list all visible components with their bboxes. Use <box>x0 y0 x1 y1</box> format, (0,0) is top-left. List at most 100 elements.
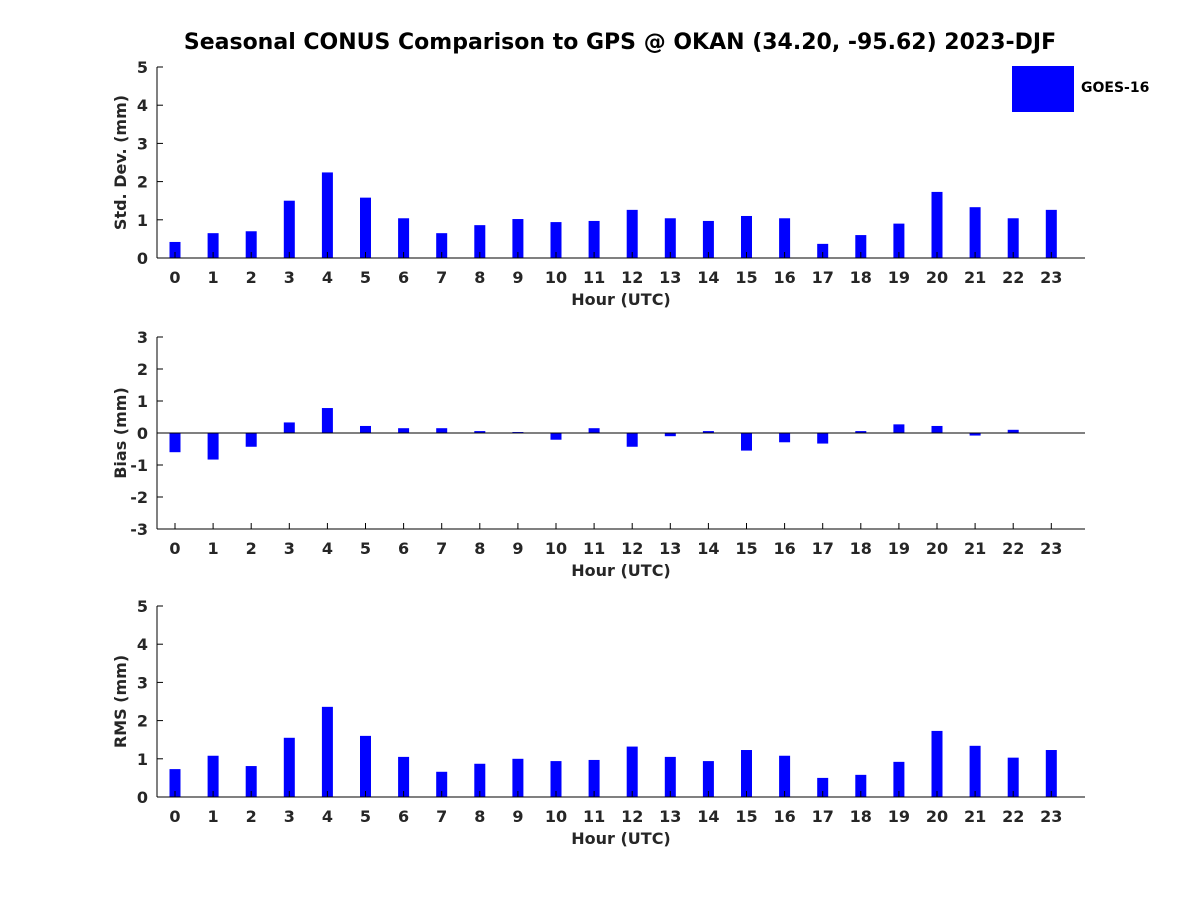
x-tick-label: 20 <box>926 268 948 287</box>
bar <box>512 219 524 258</box>
x-tick-label: 15 <box>735 268 757 287</box>
bar <box>550 761 562 797</box>
x-tick-label: 6 <box>398 268 409 287</box>
bar <box>207 233 219 258</box>
bar <box>283 422 295 433</box>
x-tick-label: 2 <box>246 539 257 558</box>
x-tick-label: 19 <box>888 807 910 826</box>
bar <box>741 750 752 797</box>
bar <box>169 241 181 258</box>
bar <box>474 431 486 433</box>
y-tick-label: 0 <box>137 788 148 807</box>
y-tick-label: 3 <box>137 673 148 692</box>
x-tick-label: 9 <box>512 268 523 287</box>
x-tick-label: 8 <box>474 539 485 558</box>
x-tick-label: 9 <box>512 539 523 558</box>
x-tick-label: 21 <box>964 539 986 558</box>
bar <box>169 433 181 453</box>
chart-title: Seasonal CONUS Comparison to GPS @ OKAN … <box>183 30 1057 55</box>
bar <box>779 218 791 258</box>
x-tick-label: 2 <box>246 807 257 826</box>
y-tick-label: -1 <box>130 456 148 475</box>
bar <box>321 408 333 433</box>
bar <box>855 235 867 258</box>
bar <box>245 766 257 797</box>
x-tick-label: 19 <box>888 268 910 287</box>
y-tick-label: -3 <box>130 520 148 539</box>
bar <box>588 759 600 797</box>
x-tick-label: 0 <box>169 539 180 558</box>
y-tick-label: 1 <box>137 750 148 769</box>
x-tick-label: 20 <box>926 539 948 558</box>
x-tick-label: 23 <box>1040 268 1062 287</box>
x-tick-label: 14 <box>697 268 719 287</box>
bar <box>817 777 829 797</box>
bar <box>893 761 905 797</box>
bar <box>550 222 562 258</box>
x-tick-label: 19 <box>888 539 910 558</box>
x-tick-label: 22 <box>1002 539 1024 558</box>
x-tick-label: 11 <box>583 268 605 287</box>
y-tick-label: 0 <box>137 424 148 443</box>
bar <box>931 425 943 433</box>
bar <box>436 233 448 258</box>
bar <box>702 761 714 797</box>
x-tick-label: 7 <box>436 807 447 826</box>
y-tick-label: 1 <box>137 211 148 230</box>
x-tick-label: 8 <box>474 268 485 287</box>
x-tick-label: 13 <box>659 268 681 287</box>
bar <box>436 771 448 797</box>
x-tick-label: 13 <box>659 539 681 558</box>
x-tick-label: 14 <box>697 539 719 558</box>
x-tick-label: 23 <box>1040 539 1062 558</box>
x-tick-label: 15 <box>735 807 757 826</box>
x-tick-label: 13 <box>659 807 681 826</box>
bar <box>588 428 600 433</box>
bar <box>245 433 257 447</box>
bar <box>398 428 410 433</box>
x-tick-label: 16 <box>773 268 795 287</box>
x-tick-label: 4 <box>322 539 333 558</box>
bar <box>207 433 219 460</box>
x-tick-label: 6 <box>398 539 409 558</box>
bar <box>245 231 257 258</box>
bar <box>474 225 486 258</box>
bar <box>283 737 295 797</box>
y-tick-label: 0 <box>137 249 148 268</box>
bar <box>398 218 410 258</box>
bar <box>360 197 371 258</box>
bar <box>626 433 638 447</box>
legend-label: GOES-16 <box>1081 80 1150 96</box>
bar <box>321 172 333 258</box>
x-axis-label: Hour (UTC) <box>571 561 671 580</box>
bar <box>1007 429 1019 433</box>
x-tick-label: 5 <box>360 807 371 826</box>
x-tick-label: 16 <box>773 539 795 558</box>
bar <box>588 220 600 258</box>
bar <box>702 431 714 433</box>
x-tick-label: 21 <box>964 807 986 826</box>
bar <box>664 218 676 258</box>
x-tick-label: 0 <box>169 807 180 826</box>
bar <box>931 191 943 258</box>
x-tick-label: 3 <box>284 268 295 287</box>
bar <box>626 209 638 258</box>
x-tick-label: 7 <box>436 539 447 558</box>
x-tick-label: 4 <box>322 807 333 826</box>
x-tick-label: 10 <box>545 268 567 287</box>
x-tick-label: 20 <box>926 807 948 826</box>
y-tick-label: 5 <box>137 58 148 77</box>
x-tick-label: 10 <box>545 807 567 826</box>
x-tick-label: 5 <box>360 539 371 558</box>
bar <box>779 433 791 443</box>
x-tick-label: 23 <box>1040 807 1062 826</box>
bar <box>855 431 867 433</box>
x-tick-label: 17 <box>812 268 834 287</box>
x-tick-label: 12 <box>621 268 643 287</box>
y-tick-label: 3 <box>137 328 148 347</box>
bar <box>664 756 676 797</box>
bar <box>360 425 371 433</box>
y-tick-label: 4 <box>137 96 148 115</box>
